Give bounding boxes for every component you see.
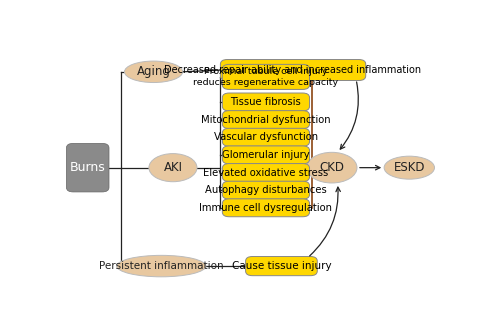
FancyBboxPatch shape bbox=[222, 164, 310, 182]
FancyBboxPatch shape bbox=[246, 257, 318, 276]
FancyBboxPatch shape bbox=[222, 146, 310, 164]
FancyBboxPatch shape bbox=[222, 93, 310, 111]
Text: Autophagy disturbances: Autophagy disturbances bbox=[205, 185, 327, 195]
FancyBboxPatch shape bbox=[222, 64, 310, 89]
Text: Decreased repair ability and increased inflammation: Decreased repair ability and increased i… bbox=[164, 65, 422, 75]
FancyBboxPatch shape bbox=[222, 181, 310, 199]
FancyBboxPatch shape bbox=[220, 59, 366, 80]
Text: Vascular dysfunction: Vascular dysfunction bbox=[214, 132, 318, 142]
Ellipse shape bbox=[306, 152, 357, 183]
Text: Tissue fibrosis: Tissue fibrosis bbox=[230, 97, 302, 107]
Text: Glomerular injury: Glomerular injury bbox=[222, 150, 310, 160]
Ellipse shape bbox=[117, 255, 206, 277]
Text: Mitochondrial dysfunction: Mitochondrial dysfunction bbox=[201, 115, 331, 124]
Text: Proximal tubule cell injury
reduces regenerative capacity: Proximal tubule cell injury reduces rege… bbox=[194, 67, 338, 87]
Text: Aging: Aging bbox=[136, 65, 170, 78]
FancyBboxPatch shape bbox=[66, 143, 109, 192]
Text: AKI: AKI bbox=[164, 161, 182, 174]
Text: Immune cell dysregulation: Immune cell dysregulation bbox=[200, 203, 332, 213]
FancyBboxPatch shape bbox=[222, 199, 310, 217]
Text: ESKD: ESKD bbox=[394, 161, 425, 174]
Text: Persistent inflammation: Persistent inflammation bbox=[99, 261, 224, 271]
Ellipse shape bbox=[149, 154, 197, 182]
FancyBboxPatch shape bbox=[222, 128, 310, 146]
FancyBboxPatch shape bbox=[222, 111, 310, 128]
Text: Burns: Burns bbox=[70, 161, 106, 174]
Text: Elevated oxidative stress: Elevated oxidative stress bbox=[204, 168, 328, 178]
Text: CKD: CKD bbox=[320, 161, 344, 174]
Ellipse shape bbox=[384, 156, 434, 179]
Ellipse shape bbox=[124, 61, 182, 83]
Text: Cause tissue injury: Cause tissue injury bbox=[232, 261, 331, 271]
